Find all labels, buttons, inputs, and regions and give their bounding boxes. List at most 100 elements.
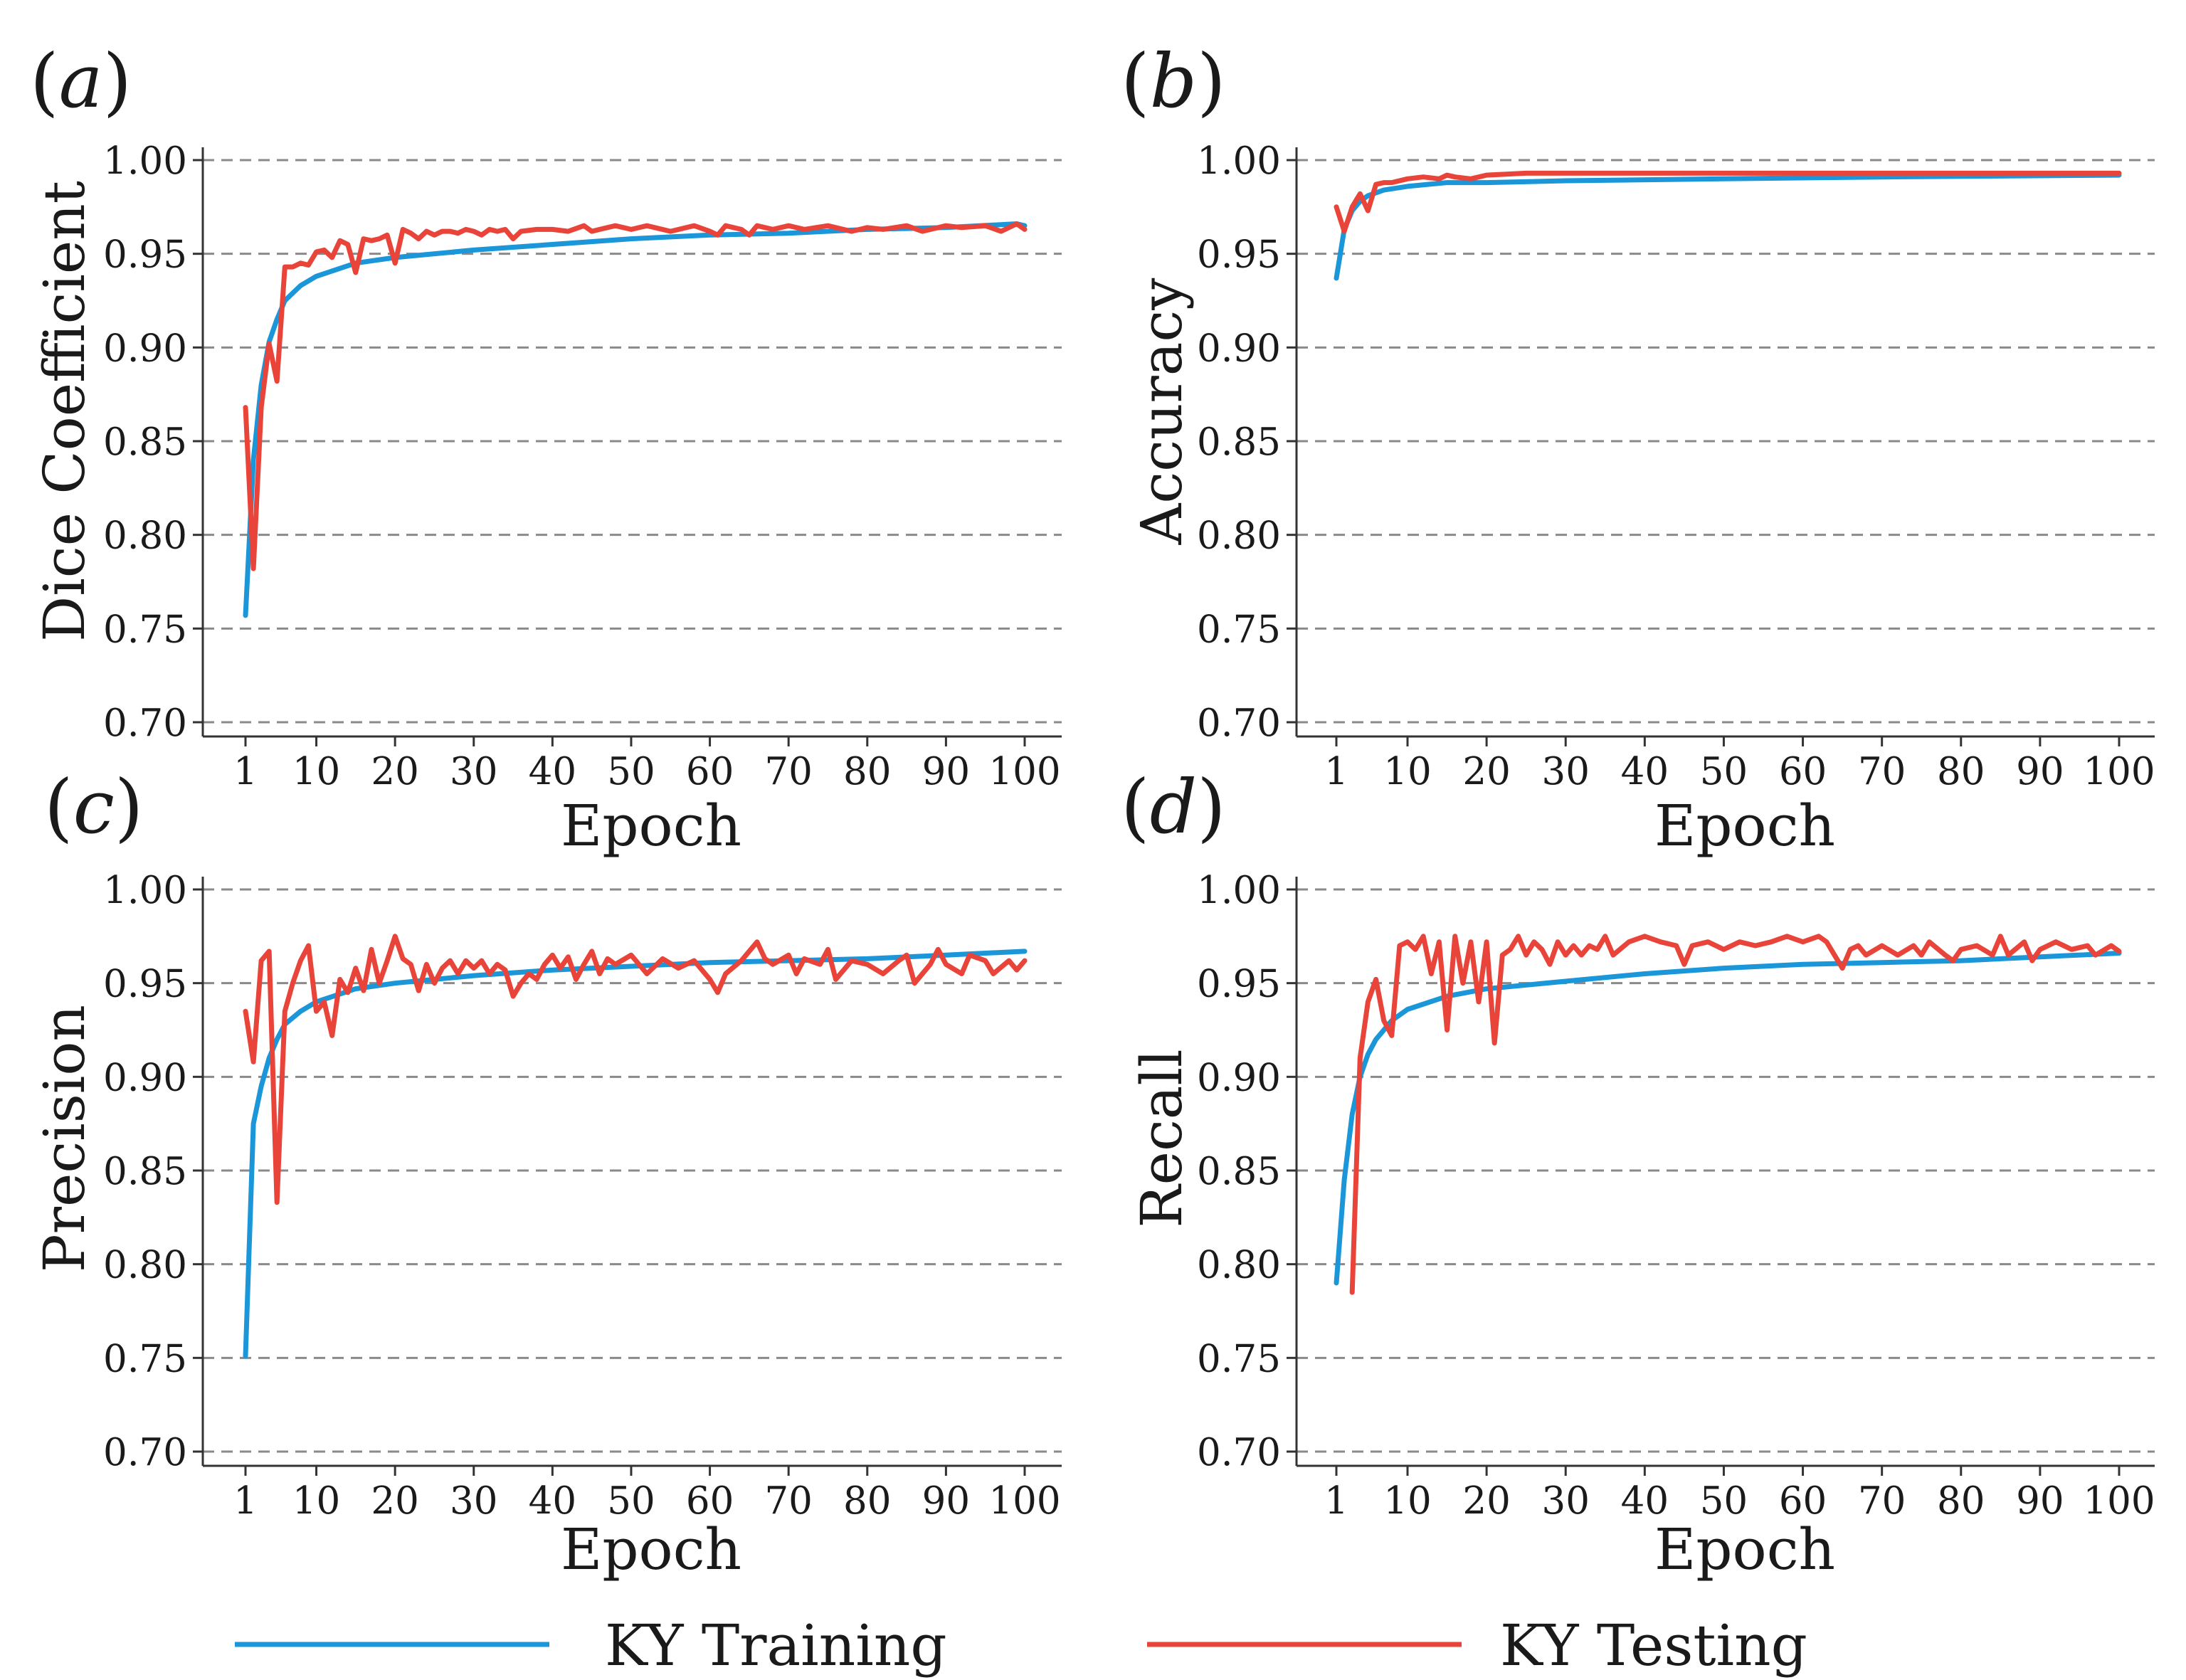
y-tick-label-b-2: 0.80: [1197, 514, 1281, 558]
y-axis-title-b: Accuracy: [1129, 278, 1195, 546]
y-tick-label-a-5: 0.95: [103, 233, 187, 277]
x-tick-label-b-1: 10: [1383, 750, 1431, 793]
y-tick-label-d-2: 0.80: [1197, 1244, 1281, 1287]
y-tick-label-a-1: 0.75: [103, 608, 187, 651]
panel-c: (c) Precision Epoch: [31, 764, 741, 1583]
x-tick-label-b-7: 70: [1858, 750, 1906, 793]
panel-d: (d) Recall Epoch: [1121, 764, 1835, 1583]
panel-a: (a) Dice Coefficient Epoch: [30, 38, 741, 859]
y-tick-label-a-6: 1.00: [103, 139, 187, 183]
panel-label-d: (d): [1121, 764, 1226, 850]
x-tick-label-c-1: 10: [292, 1479, 340, 1523]
legend-label-ky-testing: KY Testing: [1500, 1612, 1807, 1679]
y-tick-label-c-6: 1.00: [103, 869, 187, 912]
x-tick-label-b-4: 40: [1621, 750, 1669, 793]
y-tick-label-d-6: 1.00: [1197, 869, 1281, 912]
series-line-b-ky-testing: [1334, 170, 2122, 234]
y-tick-label-c-2: 0.80: [103, 1244, 187, 1287]
x-tick-label-a-2: 20: [371, 750, 418, 793]
x-tick-label-c-7: 70: [764, 1479, 812, 1523]
x-tick-label-c-4: 40: [529, 1479, 576, 1523]
series-line-d-ky-testing: [1349, 934, 2122, 1295]
x-tick-label-c-6: 60: [686, 1479, 734, 1523]
y-tick-label-c-5: 0.95: [103, 963, 187, 1006]
x-tick-label-b-8: 80: [1937, 750, 1985, 793]
x-tick-label-a-0: 1: [233, 750, 258, 793]
y-tick-label-b-5: 0.95: [1197, 233, 1281, 277]
x-tick-label-a-4: 40: [529, 750, 576, 793]
x-tick-label-a-5: 50: [607, 750, 655, 793]
x-tick-label-a-6: 60: [686, 750, 734, 793]
y-tick-label-a-0: 0.70: [103, 702, 187, 745]
y-tick-label-d-1: 0.75: [1197, 1337, 1281, 1380]
x-tick-label-a-8: 80: [843, 750, 891, 793]
x-tick-label-b-2: 20: [1462, 750, 1510, 793]
series-line-c-ky-testing: [243, 934, 1028, 1205]
x-tick-label-d-10: 100: [2083, 1479, 2155, 1523]
y-tick-label-b-3: 0.85: [1197, 421, 1281, 464]
y-tick-label-d-4: 0.90: [1197, 1056, 1281, 1099]
y-tick-label-a-3: 0.85: [103, 421, 187, 464]
series-line-a-ky-testing: [243, 221, 1028, 571]
plot-area-d: 0.70 0.75 0.80 0.85 0.90 0.95 1.00 1 10 20 30 40 50 6…: [1197, 869, 2155, 1523]
x-axis-title-c: Epoch: [561, 1516, 741, 1583]
x-tick-label-b-3: 30: [1541, 750, 1589, 793]
x-tick-label-b-6: 60: [1779, 750, 1827, 793]
y-tick-label-b-1: 0.75: [1197, 608, 1281, 651]
x-tick-label-d-9: 90: [2016, 1479, 2064, 1523]
x-tick-label-a-3: 30: [450, 750, 497, 793]
y-tick-label-c-3: 0.85: [103, 1150, 187, 1193]
y-axis-title-c: Precision: [31, 1005, 97, 1272]
y-tick-label-a-4: 0.90: [103, 327, 187, 370]
y-tick-label-d-5: 0.95: [1197, 963, 1281, 1006]
plot-area-c: 0.70 0.75 0.80 0.85 0.90 0.95 1.00 1 10 20 30 40 50 6…: [103, 869, 1062, 1523]
y-tick-label-b-6: 1.00: [1197, 139, 1281, 183]
x-tick-label-d-6: 60: [1779, 1479, 1827, 1523]
y-tick-label-c-1: 0.75: [103, 1337, 187, 1380]
x-axis-title-a: Epoch: [561, 793, 741, 859]
x-tick-label-c-0: 1: [233, 1479, 258, 1523]
plot-area-b: 0.70 0.75 0.80 0.85 0.90 0.95 1.00 1 10 20 30 40 50 6…: [1197, 139, 2155, 793]
x-tick-label-d-2: 20: [1462, 1479, 1510, 1523]
x-tick-label-c-2: 20: [371, 1479, 418, 1523]
panel-label-a: (a): [30, 38, 132, 125]
legend: KY Training KY Testing: [235, 1612, 1807, 1679]
panel-label-b: (b): [1121, 38, 1226, 125]
panel-b: (b) Accuracy Epoch: [1121, 38, 1835, 859]
x-tick-label-b-0: 1: [1324, 750, 1348, 793]
x-tick-label-d-5: 50: [1700, 1479, 1748, 1523]
x-tick-label-d-0: 1: [1324, 1479, 1348, 1523]
x-tick-label-d-1: 10: [1383, 1479, 1431, 1523]
y-tick-label-d-0: 0.70: [1197, 1431, 1281, 1474]
y-axis-title-d: Recall: [1129, 1049, 1195, 1227]
y-tick-label-c-4: 0.90: [103, 1056, 187, 1099]
y-tick-label-a-2: 0.80: [103, 514, 187, 558]
x-tick-label-a-10: 100: [988, 750, 1060, 793]
x-tick-label-d-8: 80: [1937, 1479, 1985, 1523]
x-tick-label-d-3: 30: [1541, 1479, 1589, 1523]
x-tick-label-a-9: 90: [922, 750, 970, 793]
x-tick-label-c-3: 30: [450, 1479, 497, 1523]
y-tick-label-b-0: 0.70: [1197, 702, 1281, 745]
x-tick-label-c-10: 100: [988, 1479, 1060, 1523]
x-axis-title-d: Epoch: [1654, 1516, 1835, 1583]
y-axis-title-a: Dice Coefficient: [31, 181, 97, 642]
panel-label-c: (c): [44, 764, 143, 850]
x-tick-label-c-9: 90: [922, 1479, 970, 1523]
x-tick-label-d-7: 70: [1858, 1479, 1906, 1523]
x-tick-label-c-5: 50: [607, 1479, 655, 1523]
x-axis-title-b: Epoch: [1654, 793, 1835, 859]
y-tick-label-b-4: 0.90: [1197, 327, 1281, 370]
y-tick-label-d-3: 0.85: [1197, 1150, 1281, 1193]
x-tick-label-a-1: 10: [292, 750, 340, 793]
legend-label-ky-training: KY Training: [605, 1612, 947, 1679]
x-tick-label-d-4: 40: [1621, 1479, 1669, 1523]
x-tick-label-b-10: 100: [2083, 750, 2155, 793]
y-tick-label-c-0: 0.70: [103, 1431, 187, 1474]
x-tick-label-c-8: 80: [843, 1479, 891, 1523]
x-tick-label-a-7: 70: [764, 750, 812, 793]
x-tick-label-b-9: 90: [2016, 750, 2064, 793]
x-tick-label-b-5: 50: [1700, 750, 1748, 793]
